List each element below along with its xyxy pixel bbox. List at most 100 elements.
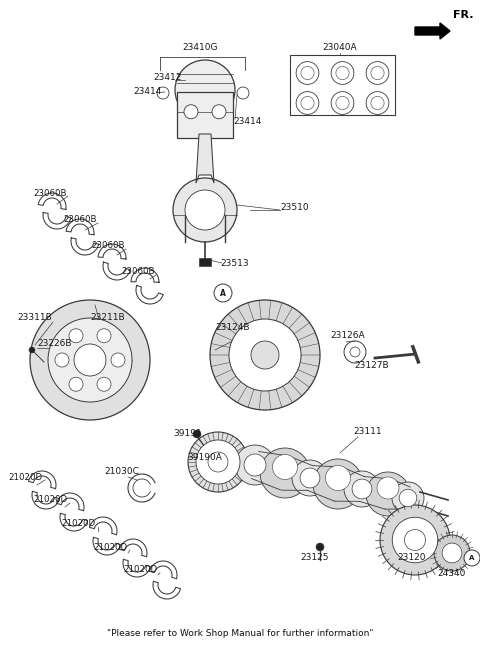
- Polygon shape: [153, 581, 180, 599]
- Circle shape: [399, 489, 417, 507]
- Circle shape: [260, 448, 310, 498]
- Polygon shape: [103, 262, 131, 280]
- Circle shape: [210, 300, 320, 410]
- Circle shape: [301, 97, 314, 110]
- Circle shape: [296, 91, 319, 114]
- Circle shape: [352, 479, 372, 499]
- Polygon shape: [120, 539, 147, 556]
- Circle shape: [371, 66, 384, 79]
- Circle shape: [175, 60, 235, 120]
- Text: 23120: 23120: [398, 553, 426, 562]
- Polygon shape: [149, 561, 177, 579]
- Text: A: A: [220, 288, 226, 298]
- Circle shape: [273, 455, 298, 480]
- Circle shape: [344, 341, 366, 363]
- Circle shape: [366, 472, 410, 516]
- Text: 23513: 23513: [221, 258, 249, 267]
- Text: 23060B: 23060B: [33, 189, 67, 198]
- Text: 23060B: 23060B: [63, 215, 97, 225]
- Polygon shape: [196, 134, 214, 183]
- Circle shape: [442, 543, 462, 563]
- Circle shape: [185, 190, 225, 230]
- Text: FR.: FR.: [453, 10, 473, 20]
- Circle shape: [208, 452, 228, 472]
- Circle shape: [296, 62, 319, 84]
- Polygon shape: [38, 193, 66, 210]
- Circle shape: [371, 97, 384, 110]
- Text: 23414: 23414: [134, 87, 162, 97]
- Circle shape: [380, 505, 450, 575]
- Circle shape: [212, 104, 226, 119]
- Text: 21020D: 21020D: [123, 566, 157, 574]
- Text: 23211B: 23211B: [91, 313, 125, 323]
- Circle shape: [331, 62, 354, 84]
- Polygon shape: [93, 537, 120, 555]
- Circle shape: [188, 432, 248, 492]
- Circle shape: [48, 318, 132, 402]
- Circle shape: [97, 377, 111, 392]
- Text: 23510: 23510: [281, 202, 309, 212]
- Bar: [178, 91, 233, 138]
- Text: 39190A: 39190A: [188, 453, 222, 461]
- Circle shape: [251, 341, 279, 369]
- Text: 23111: 23111: [354, 428, 382, 436]
- Circle shape: [235, 445, 275, 485]
- Circle shape: [336, 97, 349, 110]
- Text: 21030C: 21030C: [105, 468, 139, 476]
- Text: 23124B: 23124B: [216, 323, 250, 332]
- Circle shape: [30, 300, 150, 420]
- Text: 21020D: 21020D: [8, 472, 42, 482]
- Circle shape: [325, 466, 350, 491]
- Polygon shape: [28, 471, 56, 489]
- Text: 21020D: 21020D: [93, 543, 127, 551]
- Circle shape: [214, 284, 232, 302]
- Circle shape: [301, 66, 314, 79]
- Polygon shape: [43, 213, 71, 229]
- Text: 23414: 23414: [234, 118, 262, 127]
- Circle shape: [97, 328, 111, 343]
- Circle shape: [237, 87, 249, 99]
- Text: 23060B: 23060B: [121, 267, 155, 277]
- Circle shape: [157, 87, 169, 99]
- Circle shape: [392, 482, 424, 514]
- Circle shape: [434, 535, 470, 571]
- Polygon shape: [98, 244, 126, 259]
- Circle shape: [316, 543, 324, 551]
- Circle shape: [350, 347, 360, 357]
- Polygon shape: [136, 285, 163, 304]
- Circle shape: [377, 477, 399, 499]
- Circle shape: [29, 347, 35, 353]
- Circle shape: [69, 328, 83, 343]
- Text: 21020D: 21020D: [61, 520, 95, 528]
- Circle shape: [74, 344, 106, 376]
- Circle shape: [196, 440, 240, 484]
- Polygon shape: [57, 493, 84, 510]
- Circle shape: [300, 468, 320, 488]
- Polygon shape: [123, 559, 151, 577]
- Circle shape: [184, 104, 198, 119]
- Circle shape: [366, 62, 389, 84]
- Text: 23412: 23412: [154, 72, 182, 81]
- Text: 23410G: 23410G: [182, 43, 218, 51]
- Circle shape: [244, 454, 266, 476]
- Circle shape: [173, 178, 237, 242]
- Text: 23040A: 23040A: [323, 43, 357, 51]
- Text: 23226B: 23226B: [38, 338, 72, 348]
- Circle shape: [464, 550, 480, 566]
- Polygon shape: [89, 517, 117, 535]
- Text: 23126A: 23126A: [331, 332, 365, 340]
- Text: 23127B: 23127B: [355, 361, 389, 369]
- Text: 39191: 39191: [174, 430, 203, 438]
- Polygon shape: [60, 513, 87, 531]
- Text: 23060B: 23060B: [91, 242, 125, 250]
- Polygon shape: [71, 238, 99, 255]
- Bar: [290, 55, 395, 115]
- Circle shape: [229, 319, 301, 391]
- Polygon shape: [131, 268, 159, 283]
- Text: 23125: 23125: [301, 553, 329, 562]
- Text: 21020D: 21020D: [33, 495, 67, 505]
- Circle shape: [344, 471, 380, 507]
- Text: 23311B: 23311B: [18, 313, 52, 323]
- Circle shape: [69, 377, 83, 392]
- Circle shape: [405, 530, 425, 551]
